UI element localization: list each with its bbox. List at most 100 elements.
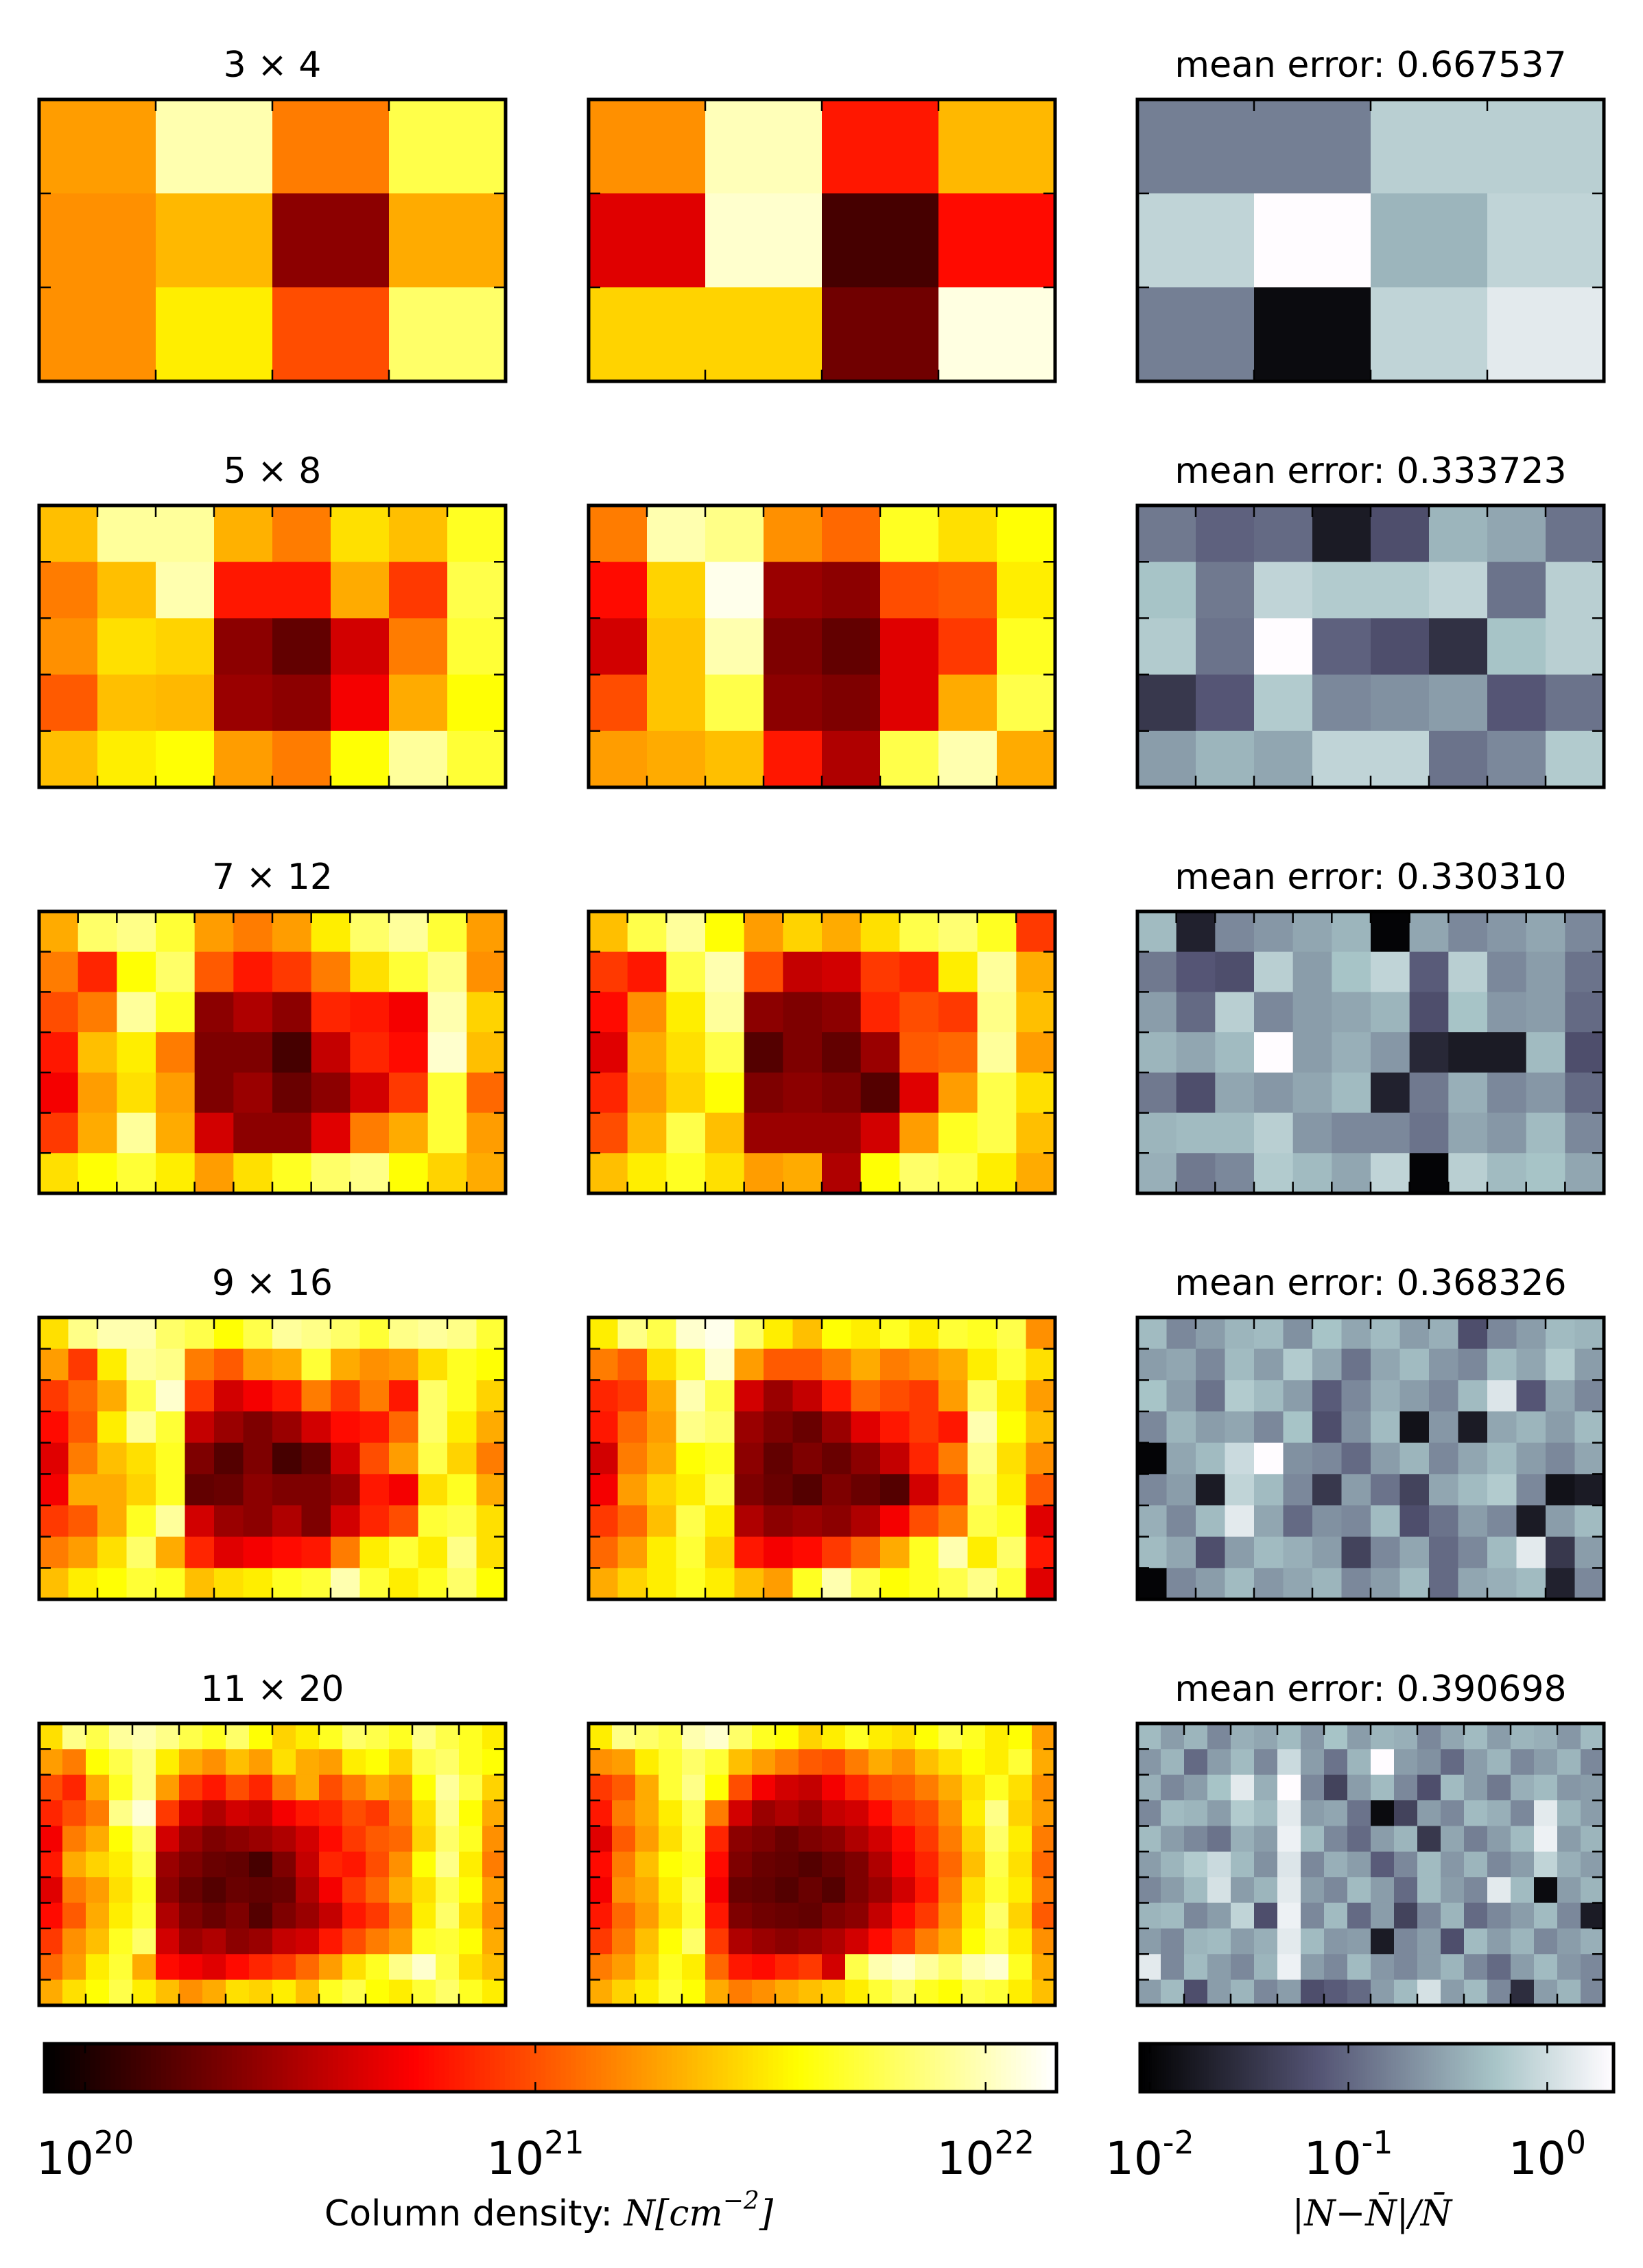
- left-heatmap: [37, 1315, 508, 1601]
- heatmap-cell: [822, 1877, 846, 1904]
- colorbar-segment: [1398, 2044, 1402, 2092]
- colorbar-segment: [545, 2044, 552, 2092]
- heatmap-cell: [799, 1774, 823, 1801]
- heatmap-cell: [331, 1380, 361, 1412]
- colorbar-segment: [141, 2044, 147, 2092]
- heatmap-cell: [39, 193, 156, 288]
- heatmap-cell: [1511, 1851, 1535, 1878]
- heatmap-cell: [1341, 1568, 1371, 1600]
- heatmap-cell: [39, 1723, 63, 1750]
- heatmap-cell: [729, 1877, 753, 1904]
- heatmap-cell: [447, 1348, 477, 1381]
- heatmap-cell: [301, 1380, 331, 1412]
- colorbar-segment: [115, 2044, 121, 2092]
- heatmap-cell: [1347, 1979, 1371, 2006]
- heatmap-cell: [272, 1749, 296, 1776]
- heatmap-cell: [985, 1954, 1009, 1981]
- heatmap-cell: [880, 1568, 910, 1600]
- heatmap-cell: [1231, 1928, 1255, 1955]
- heatmap-cell: [1225, 1536, 1255, 1568]
- heatmap-cell: [822, 1800, 846, 1827]
- colorbar-segment: [1509, 2044, 1513, 2092]
- heatmap-cell: [799, 1928, 823, 1955]
- heatmap-cell: [1254, 674, 1313, 732]
- heatmap-cell: [977, 1153, 1017, 1194]
- colorbar-segment: [555, 2044, 562, 2092]
- heatmap-cell: [1371, 1902, 1395, 1929]
- colorbar-segment: [459, 2044, 465, 2092]
- heatmap-cell: [938, 1877, 962, 1904]
- heatmap-cell: [1016, 1032, 1056, 1073]
- heatmap-cell: [764, 1348, 794, 1381]
- heatmap-cell: [1341, 1505, 1371, 1538]
- heatmap-cell: [666, 911, 706, 953]
- heatmap-cell: [1448, 992, 1488, 1033]
- heatmap-cell: [1301, 1723, 1325, 1750]
- colorbar-segment: [1246, 2044, 1250, 2092]
- heatmap-cell: [62, 1800, 86, 1827]
- heatmap-cell: [1292, 951, 1332, 993]
- heatmap-cell: [1166, 1348, 1196, 1381]
- colorbar-segment: [879, 2044, 886, 2092]
- heatmap-cell: [1137, 911, 1177, 953]
- heatmap-cell: [366, 1826, 390, 1852]
- heatmap-cell: [214, 1380, 244, 1412]
- heatmap-cell: [482, 1774, 506, 1801]
- colorbar-segment: [1006, 2044, 1012, 2092]
- heatmap-cell: [1137, 951, 1177, 993]
- heatmap-cell: [729, 1800, 753, 1827]
- heatmap-cell: [86, 1979, 110, 2006]
- heatmap-cell: [194, 951, 234, 993]
- heatmap-cell: [659, 1851, 683, 1878]
- colorbar-segment: [399, 2044, 405, 2092]
- heatmap-cell: [997, 562, 1056, 619]
- colorbar-segment: [611, 2044, 617, 2092]
- heatmap-cell: [185, 1442, 215, 1475]
- heatmap-cell: [1254, 1954, 1278, 1981]
- heatmap-cell: [319, 1979, 343, 2006]
- heatmap-cell: [705, 1153, 745, 1194]
- colorbar-segment: [1381, 2044, 1385, 2092]
- heatmap-cell: [1487, 1851, 1511, 1878]
- heatmap-cell: [1526, 1153, 1565, 1194]
- heatmap-cell: [915, 1928, 939, 1955]
- heatmap-cell: [226, 1723, 250, 1750]
- colorbar-segment: [919, 2044, 926, 2092]
- colorbar-segment: [580, 2044, 587, 2092]
- heatmap-cell: [1526, 1032, 1565, 1073]
- heatmap-cell: [627, 911, 667, 953]
- heatmap-cell: [744, 1032, 783, 1073]
- heatmap-cell: [851, 1505, 881, 1538]
- heatmap-cell: [792, 1411, 823, 1444]
- heatmap-cell: [202, 1877, 226, 1904]
- heatmap-cell: [1176, 1072, 1216, 1114]
- heatmap-cell: [1441, 1800, 1465, 1827]
- heatmap-cell: [86, 1800, 110, 1827]
- heatmap-cell: [647, 1536, 677, 1568]
- heatmap-cell: [1301, 1928, 1325, 1955]
- heatmap-cell: [589, 911, 628, 953]
- heatmap-cell: [1207, 1902, 1231, 1929]
- colorbar-segment: [393, 2044, 400, 2092]
- colorbar-segment: [657, 2044, 663, 2092]
- heatmap-cell: [822, 730, 881, 788]
- heatmap-cell: [880, 1505, 910, 1538]
- heatmap-cell: [1254, 1348, 1284, 1381]
- heatmap-cell: [705, 1505, 735, 1538]
- heatmap-cell: [1032, 1954, 1056, 1981]
- heatmap-cell: [359, 1536, 390, 1568]
- heatmap-cell: [1207, 1774, 1231, 1801]
- heatmap-cell: [1448, 911, 1488, 953]
- heatmap-cell: [822, 1474, 852, 1506]
- colorbar-segment: [834, 2044, 840, 2092]
- heatmap-cell: [389, 1348, 419, 1381]
- heatmap-cell: [880, 618, 939, 676]
- heatmap-cell: [1371, 1348, 1401, 1381]
- heatmap-cell: [156, 1536, 186, 1568]
- heatmap-cell: [331, 618, 390, 676]
- colorbar-segment: [1502, 2044, 1506, 2092]
- heatmap-cell: [705, 287, 823, 382]
- heatmap-cell: [647, 674, 706, 732]
- colorbar-segment: [1559, 2044, 1562, 2092]
